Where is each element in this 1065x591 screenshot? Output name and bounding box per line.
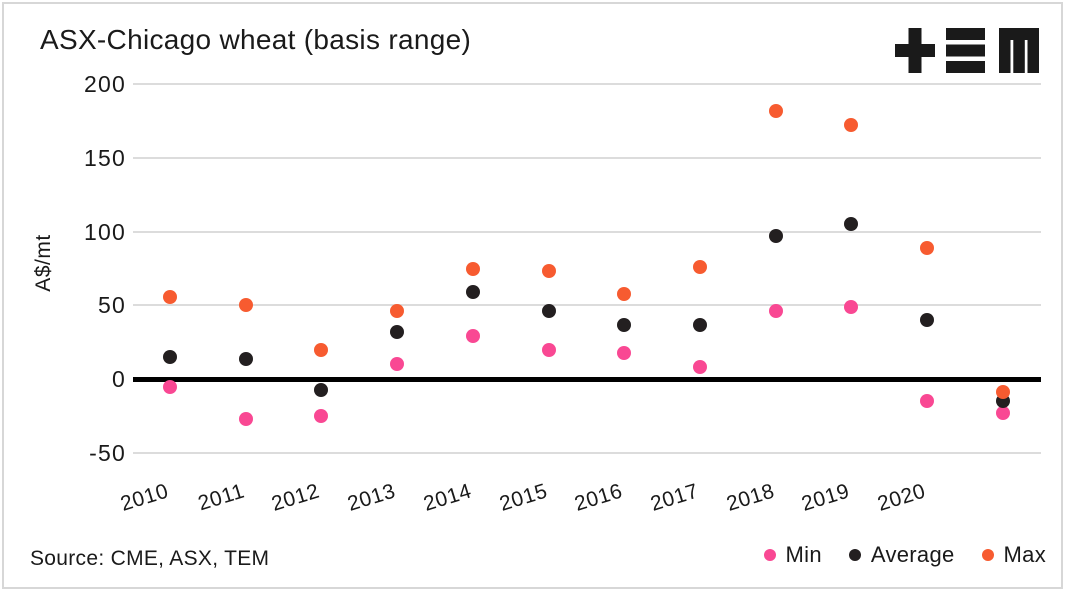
average-dot-icon: [848, 549, 861, 561]
y-tick-label: -50: [89, 440, 126, 466]
chart-title: ASX-Chicago wheat (basis range): [40, 24, 472, 55]
gridline: [133, 156, 1041, 159]
data-point-min: [390, 357, 405, 372]
data-point-min: [920, 394, 935, 409]
data-point-min: [844, 299, 859, 314]
data-point-max: [314, 342, 329, 357]
legend-label-average: Average: [870, 542, 955, 567]
source-note: Source: CME, ASX, TEM: [30, 547, 270, 570]
data-point-max: [995, 385, 1010, 400]
data-point-min: [465, 329, 480, 344]
data-point-min: [995, 406, 1010, 421]
data-point-average: [238, 351, 253, 366]
data-point-max: [465, 261, 480, 276]
data-point-average: [163, 350, 177, 365]
data-point-min: [314, 409, 329, 424]
y-tick-label: 150: [84, 144, 126, 171]
data-point-average: [844, 217, 859, 232]
data-point-max: [844, 118, 859, 133]
data-point-average: [693, 317, 708, 332]
data-point-max: [390, 304, 405, 319]
data-point-average: [768, 229, 783, 244]
data-point-average: [541, 304, 556, 319]
data-point-average: [465, 285, 480, 300]
data-point-max: [693, 260, 708, 275]
data-point-average: [314, 382, 329, 397]
y-tick-label: 50: [98, 292, 126, 319]
max-dot-icon: [981, 549, 994, 561]
gridline: [133, 304, 1041, 307]
data-point-max: [617, 286, 632, 301]
y-tick-label: 200: [84, 71, 126, 97]
data-point-min: [768, 304, 783, 319]
y-tick-label: 0: [112, 366, 126, 393]
data-point-max: [920, 240, 935, 255]
x-tick-label: 2020: [875, 479, 929, 516]
gridline: [133, 83, 1041, 85]
legend-label-max: Max: [1003, 542, 1046, 567]
data-point-max: [541, 264, 556, 279]
data-point-max: [238, 298, 253, 313]
legend: Min Average Max: [763, 542, 1046, 568]
m-icon: [999, 28, 1039, 73]
data-point-average: [390, 324, 405, 339]
gridline: [133, 230, 1041, 233]
triple-bar-icon: [946, 28, 985, 73]
legend-label-min: Min: [785, 542, 822, 567]
zero-line: [133, 376, 1041, 382]
legend-item-min: Min: [763, 542, 822, 568]
legend-item-average: Average: [848, 542, 955, 568]
data-point-max: [768, 103, 783, 118]
data-point-average: [617, 317, 632, 332]
data-point-min: [238, 412, 253, 427]
gridline: [133, 452, 1041, 454]
data-point-average: [920, 313, 935, 328]
y-tick-label: 100: [84, 218, 126, 245]
tem-logo: [895, 28, 1039, 73]
data-point-min: [163, 379, 177, 394]
data-point-min: [617, 345, 632, 360]
data-point-min: [693, 360, 708, 375]
min-dot-icon: [763, 549, 776, 561]
data-point-min: [541, 342, 556, 357]
data-point-max: [163, 289, 177, 304]
legend-item-max: Max: [981, 542, 1046, 568]
plus-icon: [895, 28, 935, 73]
